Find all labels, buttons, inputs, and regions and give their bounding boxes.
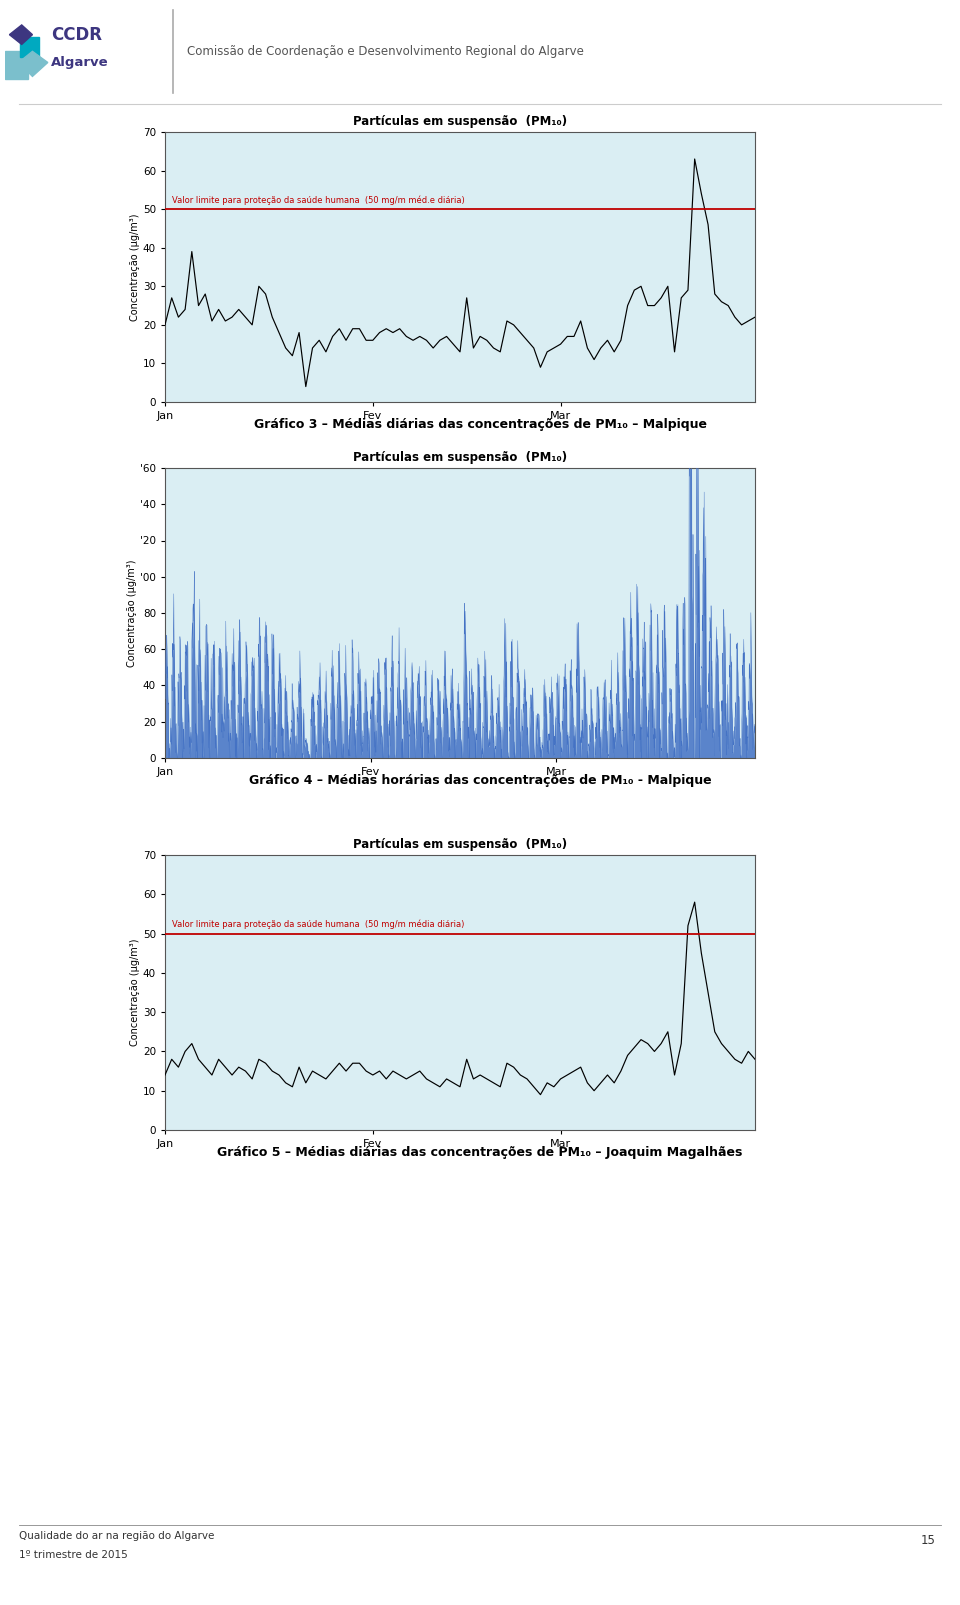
Text: Valor limite para proteção da saúde humana  (50 mg/m média diária): Valor limite para proteção da saúde huma… (172, 920, 464, 929)
Title: Partículas em suspensão  (PM₁₀): Partículas em suspensão (PM₁₀) (353, 451, 567, 464)
Text: Algarve: Algarve (51, 56, 108, 69)
Text: Valor limite para proteção da saúde humana  (50 mg/m méd.e diária): Valor limite para proteção da saúde huma… (172, 196, 465, 204)
Y-axis label: Concentração (µg/m³): Concentração (µg/m³) (130, 213, 140, 321)
Polygon shape (18, 51, 48, 77)
Text: Qualidade do ar na região do Algarve: Qualidade do ar na região do Algarve (19, 1531, 215, 1541)
Polygon shape (20, 37, 38, 56)
Text: 15: 15 (922, 1534, 936, 1547)
Title: Partículas em suspensão  (PM₁₀): Partículas em suspensão (PM₁₀) (353, 116, 567, 128)
Text: Gráfico 3 – Médias diárias das concentrações de PM₁₀ – Malpique: Gráfico 3 – Médias diárias das concentra… (253, 417, 707, 432)
Text: 1º trimestre de 2015: 1º trimestre de 2015 (19, 1550, 128, 1560)
Text: Gráfico 5 – Médias diárias das concentrações de PM₁₀ – Joaquim Magalhães: Gráfico 5 – Médias diárias das concentra… (217, 1146, 743, 1159)
Polygon shape (10, 26, 33, 45)
Text: Comissão de Coordenação e Desenvolvimento Regional do Algarve: Comissão de Coordenação e Desenvolviment… (187, 45, 584, 58)
Title: Partículas em suspensão  (PM₁₀): Partículas em suspensão (PM₁₀) (353, 838, 567, 851)
Text: Gráfico 4 – Médias horárias das concentrações de PM₁₀ - Malpique: Gráfico 4 – Médias horárias das concentr… (249, 774, 711, 786)
Text: CCDR: CCDR (51, 26, 102, 43)
Polygon shape (5, 51, 28, 79)
Y-axis label: Concentração (µg/m³): Concentração (µg/m³) (130, 939, 140, 1046)
Y-axis label: Concentração (µg/m³): Concentração (µg/m³) (127, 559, 137, 666)
